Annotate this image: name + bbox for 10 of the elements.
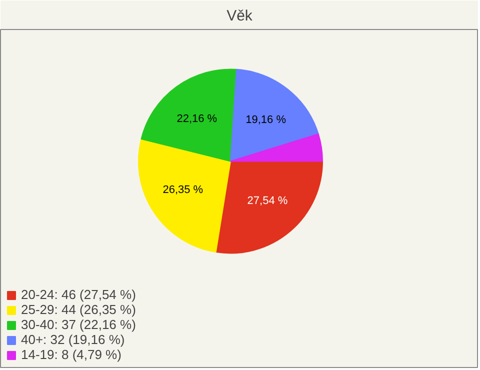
legend-label: 20-24: 46 (27,54 %) (21, 287, 136, 302)
legend-label: 40+: 32 (19,16 %) (21, 332, 125, 347)
legend-label: 30-40: 37 (22,16 %) (21, 317, 136, 332)
legend-label: 25-29: 44 (26,35 %) (21, 302, 136, 317)
data-label: 19,16 % (246, 114, 286, 126)
legend-label: 14-19: 8 (4,79 %) (21, 347, 122, 362)
data-label: 22,16 % (176, 112, 218, 125)
data-label: 27,54 % (247, 195, 288, 208)
chart-title: Věk (226, 8, 253, 24)
data-label: 26,35 % (162, 184, 204, 196)
